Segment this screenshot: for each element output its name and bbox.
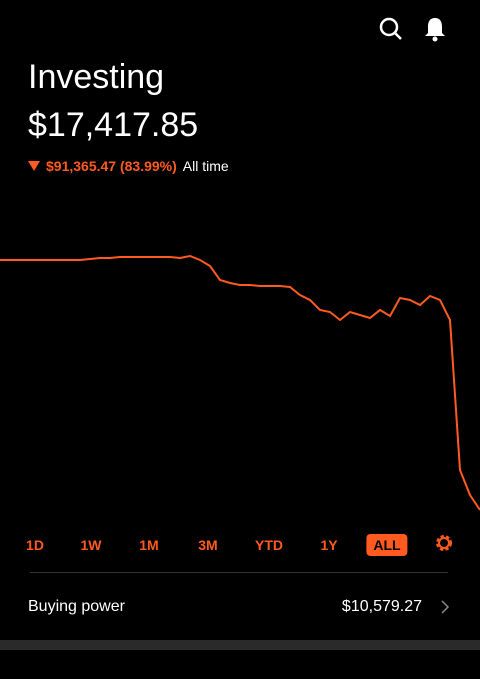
range-tab[interactable]: 1W — [80, 537, 102, 553]
range-tab[interactable]: 3M — [198, 537, 218, 553]
search-icon[interactable] — [378, 16, 404, 42]
change-row: $91,365.47 (83.99%) All time — [28, 158, 229, 174]
range-tab[interactable]: ALL — [366, 534, 408, 556]
range-tab[interactable]: 1D — [26, 537, 44, 553]
range-tab[interactable]: 1Y — [320, 537, 338, 553]
page-title: Investing — [28, 58, 165, 96]
notifications-icon[interactable] — [423, 15, 447, 43]
settings-icon[interactable] — [435, 534, 453, 552]
separator — [30, 572, 448, 573]
bottom-bar — [0, 640, 480, 650]
down-arrow — [28, 161, 40, 171]
chevron — [441, 600, 450, 614]
range-tab[interactable]: 1M — [139, 537, 159, 553]
portfolio-value: $17,417.85 — [28, 106, 199, 144]
range-tab[interactable]: YTD — [255, 537, 283, 553]
change-amount: $91,365.47 (83.99%) — [46, 158, 177, 174]
change-period: All time — [182, 158, 229, 174]
buying-power-amount: $10,579.27 — [341, 598, 422, 615]
portfolio-line — [0, 254, 480, 511]
buying-power-label[interactable]: Buying power — [28, 598, 125, 615]
